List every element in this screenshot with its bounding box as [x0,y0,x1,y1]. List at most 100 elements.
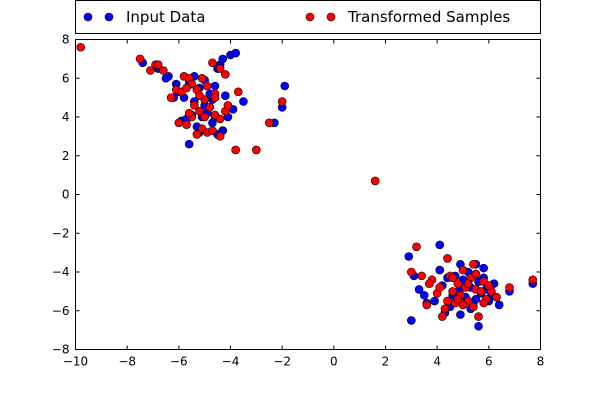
data-point [453,279,463,288]
data-point [223,101,233,110]
series-1 [76,42,538,321]
data-point [412,242,421,252]
data-point [494,300,504,310]
data-point [277,97,287,106]
data-point [425,279,434,288]
x-tick-label: −6 [170,355,188,369]
y-tick-label: −4 [52,265,70,279]
data-point [76,42,85,52]
data-point [218,54,228,64]
data-point [202,81,212,91]
data-point [210,81,220,91]
data-point [443,254,452,263]
legend: Input Data Transformed Samples [75,0,541,34]
data-point [435,265,445,275]
x-tick-label: 2 [382,355,390,369]
data-point [280,81,290,91]
data-point [252,145,261,155]
data-point [458,300,468,310]
y-tick-label: 4 [62,110,70,124]
data-points [76,42,538,331]
data-point [443,296,452,306]
data-point [448,273,457,283]
legend-label: Transformed Samples [347,8,510,26]
data-point [182,120,191,130]
data-point [414,285,424,294]
data-point [184,108,194,118]
y-tick-label: 6 [62,71,70,85]
data-point [135,54,145,64]
data-point [239,97,248,106]
x-tick-label: 6 [485,355,493,369]
legend-label: Input Data [126,8,205,26]
x-tick-label: −10 [63,355,88,369]
y-tick-label: 8 [62,33,70,47]
data-point [221,70,230,79]
x-tick-label: 8 [537,355,545,369]
legend-marker [326,12,336,22]
data-point [370,176,380,186]
legend-item: Transformed Samples [305,8,510,26]
data-point [422,300,432,310]
data-point [231,145,240,155]
data-point [474,321,483,331]
data-point [404,252,414,261]
data-point [190,101,199,110]
x-tick-label: −2 [273,355,291,369]
data-point [471,294,481,304]
data-point [195,106,204,116]
data-point [474,312,483,321]
data-point [430,296,439,306]
data-point [205,103,215,112]
data-point [264,118,274,128]
data-point [440,304,450,314]
x-tick-label: 0 [330,355,338,369]
data-point [456,310,465,319]
data-point [195,91,204,100]
data-point [469,259,478,269]
data-point [215,64,225,73]
data-point [458,265,468,275]
data-point [215,132,225,141]
data-point [153,60,163,69]
data-point [210,93,220,102]
data-point [476,287,486,296]
data-point [231,48,240,58]
data-point [463,279,473,288]
data-point [435,240,445,250]
data-point [453,294,463,304]
data-point [479,298,488,308]
data-point [200,112,209,122]
x-tick-label: 4 [433,355,441,369]
data-point [215,114,225,124]
legend-marker [104,12,114,22]
x-tick-label: −4 [222,355,240,369]
y-tick-label: 0 [62,188,70,202]
data-point [182,83,191,93]
data-point [221,91,230,100]
data-point [417,271,426,281]
data-point [208,58,217,68]
legend-marker [83,12,93,22]
y-tick-label: −8 [52,343,70,357]
data-point [407,316,416,325]
data-point [233,87,243,97]
data-point [479,263,488,273]
y-tick-label: −2 [52,226,70,240]
data-point [528,275,538,285]
data-point [419,290,429,300]
data-point [438,312,447,321]
data-point [208,126,217,135]
data-point [161,73,171,83]
y-tick-label: 2 [62,149,70,163]
data-point [192,130,202,139]
data-point [184,139,194,149]
data-point [492,292,501,302]
data-point [159,66,168,75]
x-tick-label: −8 [118,355,136,369]
data-point [166,93,176,102]
data-point [197,73,207,83]
data-point [448,287,457,296]
